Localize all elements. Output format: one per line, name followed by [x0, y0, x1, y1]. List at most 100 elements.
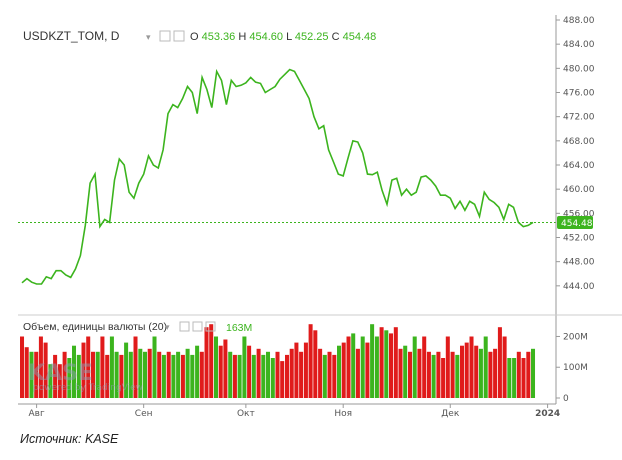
price-tick-label: 460.00 — [563, 185, 595, 195]
volume-bar — [393, 327, 398, 398]
volume-axis-ticks: 0 100M 200M — [556, 332, 588, 404]
volume-bar — [280, 361, 285, 398]
volume-bar — [521, 358, 526, 398]
time-tick-label: 2024 — [535, 409, 560, 419]
volume-bar — [133, 336, 138, 398]
volume-bar — [285, 354, 290, 398]
volume-bar — [341, 342, 346, 398]
volume-bar — [355, 348, 360, 398]
volume-bar — [209, 324, 214, 398]
volume-bar — [346, 336, 351, 398]
time-axis-ticks: Авг Сен Окт Ноя Дек 2024 — [28, 404, 560, 419]
settings-icon[interactable] — [173, 30, 185, 42]
volume-bar — [455, 354, 460, 398]
volume-bar — [351, 333, 356, 398]
volume-settings-icon[interactable] — [192, 321, 203, 332]
volume-bar — [270, 358, 275, 398]
volume-bar — [62, 351, 67, 398]
ohlc-values: O 453.36 H 454.60 L 452.25 C 454.48 — [190, 31, 376, 43]
volume-bar — [308, 324, 313, 398]
time-tick-label: Дек — [441, 409, 460, 419]
volume-bar — [223, 339, 228, 398]
volume-bar — [53, 354, 58, 398]
volume-bar — [161, 354, 166, 398]
volume-bar — [431, 354, 436, 398]
volume-bar — [29, 351, 34, 398]
volume-tick-label: 200M — [563, 332, 588, 342]
price-axis-ticks: 444.00 448.00 452.00 456.00 460.00 464.00 468.… — [556, 16, 595, 292]
price-tick-label: 468.00 — [563, 137, 595, 147]
volume-bar — [464, 342, 469, 398]
volume-bar — [138, 348, 143, 398]
price-tick-label: 472.00 — [563, 113, 595, 123]
volume-dropdown-icon[interactable]: ▾ — [165, 322, 170, 332]
volume-bar — [195, 345, 200, 398]
volume-bar — [365, 342, 370, 398]
volume-bar — [412, 336, 417, 398]
volume-bar — [20, 336, 25, 398]
volume-bar — [109, 336, 114, 398]
volume-bar — [199, 351, 204, 398]
volume-bar — [43, 342, 48, 398]
volume-bar — [266, 351, 271, 398]
volume-bar — [426, 351, 431, 398]
volume-bar — [478, 348, 483, 398]
volume-bar — [100, 336, 105, 398]
volume-bar — [417, 348, 422, 398]
price-tick-label: 464.00 — [563, 161, 595, 171]
volume-bar — [445, 336, 450, 398]
volume-close-icon[interactable] — [205, 321, 216, 332]
volume-bar — [322, 354, 327, 398]
volume-bar — [436, 351, 441, 398]
volume-bar — [516, 351, 521, 398]
volume-bar — [289, 348, 294, 398]
volume-eye-icon[interactable] — [179, 321, 190, 332]
symbol-separator: , — [104, 29, 111, 43]
source-note: Источник: KASE — [20, 432, 119, 446]
volume-bar — [507, 358, 512, 398]
symbol: USDKZT_TOM — [23, 29, 104, 43]
volume-bar — [327, 351, 332, 398]
volume-bar — [360, 336, 365, 398]
volume-bar — [493, 348, 498, 398]
volume-bar — [502, 336, 507, 398]
volume-bar — [86, 336, 91, 398]
price-tick-label: 444.00 — [563, 282, 595, 292]
volume-bar — [469, 336, 474, 398]
volume-bar — [91, 351, 96, 398]
time-tick-label: Авг — [28, 409, 44, 419]
last-price-label: 454.48 — [561, 219, 593, 229]
volume-bar — [105, 354, 110, 398]
volume-bar — [176, 351, 181, 398]
volume-bar — [38, 336, 43, 398]
volume-bar — [370, 324, 375, 398]
volume-bar — [147, 348, 152, 398]
volume-bar — [303, 342, 308, 398]
volume-bar — [67, 358, 72, 398]
eye-icon[interactable] — [159, 30, 171, 42]
volume-bar — [34, 351, 39, 398]
volume-bar — [152, 336, 157, 398]
volume-bar — [124, 342, 129, 398]
volume-bar — [81, 342, 86, 398]
volume-bar — [398, 348, 403, 398]
price-tick-label: 480.00 — [563, 64, 595, 74]
volume-tick-label: 0 — [563, 394, 569, 404]
interval: D — [111, 29, 120, 43]
volume-bar — [119, 354, 124, 398]
volume-bar — [374, 336, 379, 398]
volume-bars — [20, 324, 536, 398]
volume-bar — [232, 354, 237, 398]
symbol-dropdown-icon[interactable]: ▾ — [146, 32, 151, 42]
volume-value: 163M — [226, 322, 252, 334]
volume-bar — [157, 351, 162, 398]
volume-bar — [337, 345, 342, 398]
price-tick-label: 476.00 — [563, 89, 595, 99]
symbol-label: USDKZT_TOM, D — [23, 29, 120, 43]
volume-bar — [180, 354, 185, 398]
volume-bar — [24, 347, 29, 398]
volume-bar — [474, 345, 479, 398]
price-tick-label: 452.00 — [563, 234, 595, 244]
volume-bar — [460, 345, 465, 398]
